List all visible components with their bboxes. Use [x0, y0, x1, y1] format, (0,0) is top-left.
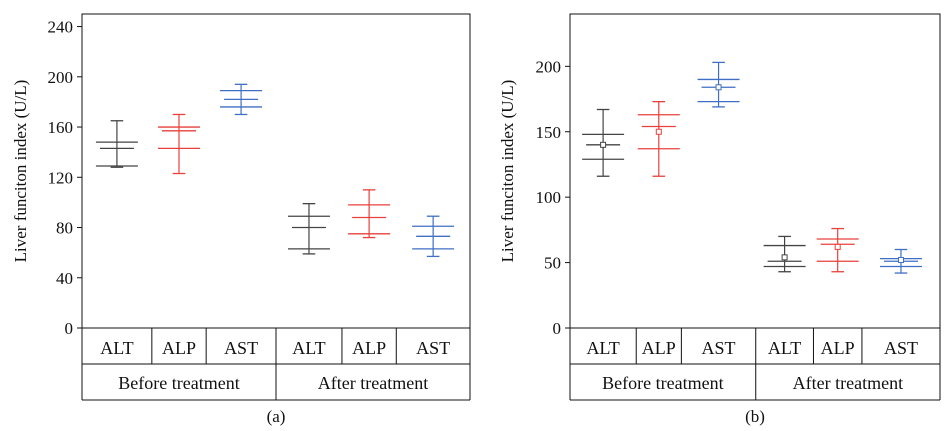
mean-marker [715, 84, 722, 91]
box-alp-before [158, 113, 200, 175]
mean-marker [834, 243, 841, 250]
category-label: ALP [821, 338, 855, 358]
box-alt-before [582, 108, 625, 177]
y-tick-label: 150 [536, 123, 562, 142]
y-tick-label: 200 [48, 68, 74, 87]
category-label: ALT [292, 338, 325, 358]
category-label: ALP [642, 338, 676, 358]
category-label: AST [884, 338, 918, 358]
panel-label: (a) [267, 407, 286, 426]
box-alt-before [95, 120, 138, 168]
group-label: Before treatment [602, 373, 723, 393]
y-axis-label: Liver funciton index (U/L) [11, 80, 30, 263]
category-label: AST [224, 338, 258, 358]
box-ast-after [879, 248, 922, 274]
box-ast-before [697, 61, 740, 108]
mean-marker [781, 254, 788, 261]
category-label: ALT [100, 338, 133, 358]
panel-label: (b) [745, 407, 765, 426]
box-alt-after [287, 203, 330, 255]
y-tick-label: 0 [65, 319, 74, 338]
y-tick-label: 40 [56, 269, 73, 288]
group-label: After treatment [793, 373, 903, 393]
category-label: ALT [586, 338, 619, 358]
category-label: AST [702, 338, 736, 358]
group-label: After treatment [318, 373, 428, 393]
box-alp-before [637, 101, 680, 177]
plot-frame [81, 13, 471, 329]
y-tick-label: 160 [48, 118, 74, 137]
y-tick-label: 240 [48, 18, 74, 37]
category-label: ALT [768, 338, 801, 358]
plot-frame [569, 13, 941, 329]
mean-marker [897, 256, 904, 263]
box-alt-after [763, 235, 806, 273]
box-ast-after [412, 215, 455, 258]
y-tick-label: 0 [553, 319, 562, 338]
category-label: ALP [352, 338, 386, 358]
y-tick-label: 50 [544, 254, 561, 273]
y-tick-label: 120 [48, 168, 74, 187]
category-label: ALP [162, 338, 196, 358]
panel-a: 0 40 80 120 160 200 240 Liver funciton index (U… [11, 13, 471, 426]
group-label: Before treatment [118, 373, 239, 393]
panel-b: 0 50 100 150 200 Liver funciton index (U/L) AL… [498, 13, 941, 426]
y-tick-label: 80 [56, 219, 73, 238]
mean-marker [600, 141, 607, 148]
box-alp-after [816, 227, 859, 273]
box-ast-before [220, 83, 263, 116]
category-label: AST [416, 338, 450, 358]
y-tick-label: 100 [536, 188, 562, 207]
y-tick-label: 200 [536, 57, 562, 76]
box-alp-after [348, 189, 391, 239]
mean-marker [655, 128, 662, 135]
y-axis-label: Liver funciton index (U/L) [498, 80, 517, 263]
